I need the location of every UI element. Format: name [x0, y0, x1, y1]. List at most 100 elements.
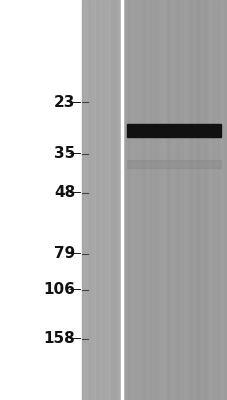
Text: —: —	[68, 247, 81, 260]
Bar	[202, 0, 204, 400]
Bar	[137, 0, 139, 400]
Bar	[101, 0, 102, 400]
Bar	[123, 0, 125, 400]
Bar	[102, 0, 103, 400]
Bar	[88, 0, 89, 400]
Bar	[132, 0, 134, 400]
Bar	[125, 0, 127, 400]
Bar	[109, 0, 110, 400]
Bar	[117, 0, 118, 400]
Text: 158: 158	[43, 331, 75, 346]
Bar	[180, 0, 181, 400]
Bar	[157, 0, 158, 400]
Bar	[130, 0, 132, 400]
Bar	[126, 160, 220, 168]
Bar	[121, 0, 227, 400]
Bar	[119, 0, 120, 400]
Bar	[165, 0, 167, 400]
Bar	[144, 0, 146, 400]
Bar	[167, 0, 169, 400]
Bar	[116, 0, 117, 400]
Bar	[113, 0, 114, 400]
Bar	[97, 0, 98, 400]
Text: —: —	[68, 332, 81, 345]
Bar	[171, 0, 173, 400]
Bar	[176, 0, 178, 400]
Bar	[174, 0, 176, 400]
Bar	[162, 0, 164, 400]
Bar	[160, 0, 162, 400]
Bar	[94, 0, 95, 400]
Bar	[104, 0, 105, 400]
Bar	[194, 0, 195, 400]
Bar	[213, 0, 215, 400]
Bar	[92, 0, 93, 400]
Bar	[85, 0, 86, 400]
Bar	[169, 0, 171, 400]
Bar	[185, 0, 187, 400]
Bar	[112, 0, 113, 400]
Text: 106: 106	[43, 282, 75, 297]
Bar	[84, 0, 85, 400]
Bar	[82, 0, 121, 400]
Bar	[90, 0, 91, 400]
Bar	[115, 0, 116, 400]
Bar	[208, 0, 209, 400]
Bar	[83, 0, 84, 400]
Bar	[120, 0, 121, 400]
Bar	[93, 0, 94, 400]
Bar	[108, 0, 109, 400]
Bar	[146, 0, 148, 400]
Bar	[192, 0, 194, 400]
Bar	[223, 0, 225, 400]
Bar	[109, 0, 110, 400]
Bar	[127, 0, 128, 400]
Bar	[101, 0, 102, 400]
Text: —: —	[68, 283, 81, 296]
Bar	[82, 0, 83, 400]
Bar	[183, 0, 185, 400]
Bar	[153, 0, 155, 400]
Bar	[158, 0, 160, 400]
Bar	[150, 0, 151, 400]
Bar	[188, 0, 190, 400]
Bar	[111, 0, 112, 400]
Bar	[218, 0, 220, 400]
Bar	[187, 0, 188, 400]
Bar	[141, 0, 143, 400]
Bar	[98, 0, 99, 400]
Bar	[222, 0, 223, 400]
Bar	[105, 0, 106, 400]
Bar	[216, 0, 218, 400]
Bar	[178, 0, 180, 400]
Text: —: —	[68, 96, 81, 109]
Bar	[181, 0, 183, 400]
Bar	[197, 0, 199, 400]
Bar	[164, 0, 165, 400]
Bar	[106, 0, 107, 400]
Bar	[195, 0, 197, 400]
Bar	[134, 0, 136, 400]
Bar	[211, 0, 213, 400]
Bar	[118, 0, 119, 400]
Bar	[199, 0, 201, 400]
Bar	[107, 0, 108, 400]
Bar	[148, 0, 150, 400]
Bar	[99, 0, 100, 400]
Bar	[126, 124, 220, 137]
Bar	[128, 0, 130, 400]
Bar	[86, 0, 87, 400]
Bar	[136, 0, 137, 400]
Bar	[201, 0, 202, 400]
Bar	[96, 0, 97, 400]
Bar	[121, 0, 123, 400]
Bar	[100, 0, 101, 400]
Bar	[91, 0, 92, 400]
Bar	[206, 0, 208, 400]
Text: —: —	[68, 147, 81, 160]
Bar	[225, 0, 227, 400]
Text: 79: 79	[54, 246, 75, 261]
Bar	[215, 0, 216, 400]
Bar	[143, 0, 144, 400]
Text: —: —	[68, 186, 81, 199]
